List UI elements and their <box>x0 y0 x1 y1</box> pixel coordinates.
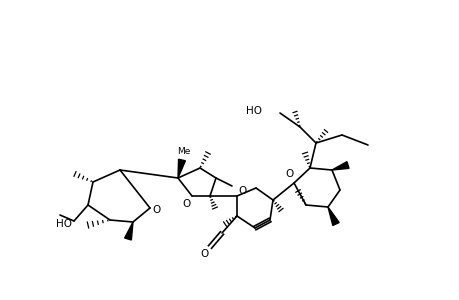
Polygon shape <box>124 222 133 240</box>
Text: O: O <box>152 205 161 215</box>
Text: Me: Me <box>177 146 190 155</box>
Text: O: O <box>285 169 293 179</box>
Polygon shape <box>327 207 338 226</box>
Text: HO: HO <box>56 219 72 229</box>
Text: HO: HO <box>246 106 262 116</box>
Text: O: O <box>201 249 209 259</box>
Polygon shape <box>331 162 348 170</box>
Text: O: O <box>238 186 246 196</box>
Polygon shape <box>178 159 185 178</box>
Text: O: O <box>183 199 190 209</box>
